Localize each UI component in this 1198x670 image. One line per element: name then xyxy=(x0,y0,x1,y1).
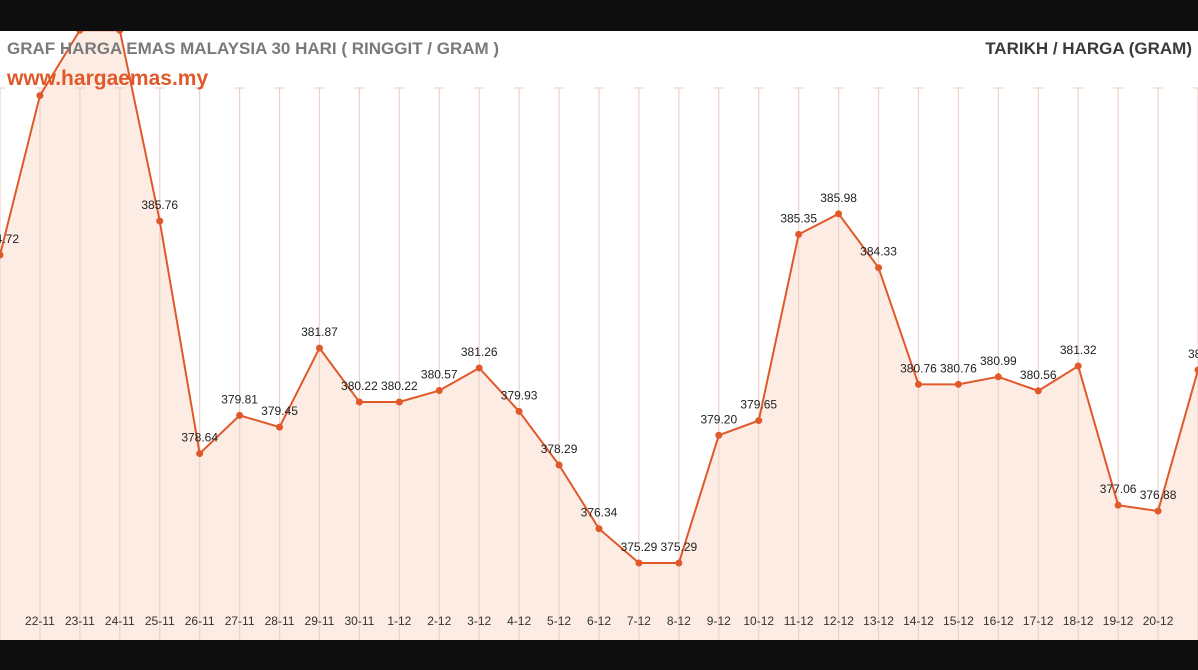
data-point xyxy=(1034,387,1042,395)
data-label: 380.22 xyxy=(381,379,418,393)
x-tick-label: 18-12 xyxy=(1063,614,1094,628)
data-point xyxy=(435,387,443,395)
data-label: 385.76 xyxy=(141,198,178,212)
data-label: 385.98 xyxy=(820,191,857,205)
data-label: 380.76 xyxy=(940,361,977,375)
data-label: 380.99 xyxy=(980,354,1017,368)
x-tick-label: 24-11 xyxy=(105,614,135,628)
data-point xyxy=(1114,501,1122,509)
data-label: 385.35 xyxy=(780,211,817,225)
chart-legend: TARIKH / HARGA (GRAM) xyxy=(985,39,1192,58)
x-tick-label: 19-12 xyxy=(1103,614,1134,628)
data-point xyxy=(156,217,164,225)
price-chart: 4.72 22-11 23-11 24-11 385.76 25-11 378.64 26-1… xyxy=(0,31,1198,640)
data-point xyxy=(395,398,403,406)
data-point xyxy=(954,380,962,388)
data-label: 381 xyxy=(1188,347,1198,361)
data-label: 377.06 xyxy=(1100,482,1137,496)
x-tick-label: 2-12 xyxy=(427,614,451,628)
data-label: 376.34 xyxy=(581,506,618,520)
data-point xyxy=(236,411,244,419)
x-tick-label: 4-12 xyxy=(507,614,531,628)
data-point xyxy=(76,31,84,34)
x-tick-label: 29-11 xyxy=(305,614,335,628)
x-tick-label: 10-12 xyxy=(743,614,774,628)
data-point xyxy=(675,559,683,567)
x-tick-label: 13-12 xyxy=(863,614,894,628)
data-label: 379.45 xyxy=(261,404,298,418)
data-label: 4.72 xyxy=(0,232,19,246)
x-tick-label: 26-11 xyxy=(185,614,215,628)
data-label: 380.57 xyxy=(421,368,458,382)
data-point xyxy=(116,31,124,34)
x-tick-label: 20-12 xyxy=(1143,614,1174,628)
data-point xyxy=(555,461,563,469)
x-tick-label: 1-12 xyxy=(387,614,411,628)
x-tick-label: 11-12 xyxy=(784,614,814,628)
x-tick-label: 27-11 xyxy=(225,614,255,628)
data-point xyxy=(1154,507,1162,515)
data-label: 378.29 xyxy=(541,442,578,456)
data-point xyxy=(994,373,1002,381)
data-label: 381.32 xyxy=(1060,343,1097,357)
data-label: 379.81 xyxy=(221,392,258,406)
x-tick-label: 30-11 xyxy=(344,614,374,628)
data-label: 381.87 xyxy=(301,325,338,339)
x-tick-label: 17-12 xyxy=(1023,614,1054,628)
data-point xyxy=(515,407,523,415)
data-label: 378.64 xyxy=(181,431,218,445)
x-tick-label: 25-11 xyxy=(145,614,175,628)
x-tick-label: 22-11 xyxy=(25,614,55,628)
data-label: 379.93 xyxy=(501,388,538,402)
data-label: 376.88 xyxy=(1140,488,1177,502)
x-tick-label: 7-12 xyxy=(627,614,651,628)
data-label: 380.56 xyxy=(1020,368,1057,382)
x-tick-label: 3-12 xyxy=(467,614,491,628)
data-point xyxy=(795,230,803,238)
data-point xyxy=(0,251,4,259)
data-point xyxy=(635,559,643,567)
data-point xyxy=(276,423,284,431)
data-point xyxy=(715,431,723,439)
chart-title: GRAF HARGA EMAS MALAYSIA 30 HARI ( RINGG… xyxy=(7,39,500,58)
data-label: 375.29 xyxy=(661,540,698,554)
x-tick-label: 16-12 xyxy=(983,614,1014,628)
data-point xyxy=(36,92,44,100)
x-tick-label: 6-12 xyxy=(587,614,611,628)
chart-panel: 4.72 22-11 23-11 24-11 385.76 25-11 378.64 26-1… xyxy=(0,31,1198,640)
area-fill xyxy=(0,31,1198,640)
x-tick-label: 9-12 xyxy=(707,614,731,628)
x-tick-label: 23-11 xyxy=(65,614,95,628)
data-point xyxy=(1194,366,1198,374)
data-point xyxy=(595,525,603,533)
data-label: 375.29 xyxy=(621,540,658,554)
data-label: 380.76 xyxy=(900,361,937,375)
data-point xyxy=(914,380,922,388)
website-link[interactable]: www.hargaemas.my xyxy=(7,67,209,90)
x-tick-label: 15-12 xyxy=(943,614,974,628)
data-label: 379.65 xyxy=(740,398,777,412)
data-label: 380.22 xyxy=(341,379,378,393)
x-tick-label: 12-12 xyxy=(823,614,854,628)
data-label: 384.33 xyxy=(860,245,897,259)
data-label: 381.26 xyxy=(461,345,498,359)
data-point xyxy=(475,364,483,372)
data-point xyxy=(196,450,204,458)
data-point xyxy=(875,264,883,272)
x-tick-label: 8-12 xyxy=(667,614,691,628)
data-point xyxy=(355,398,363,406)
data-label: 379.20 xyxy=(700,412,737,426)
data-point xyxy=(755,417,763,425)
data-point xyxy=(315,344,323,352)
data-point xyxy=(1074,362,1082,370)
x-tick-label: 14-12 xyxy=(903,614,934,628)
x-tick-label: 5-12 xyxy=(547,614,571,628)
x-tick-label: 28-11 xyxy=(265,614,295,628)
data-point xyxy=(835,210,843,218)
